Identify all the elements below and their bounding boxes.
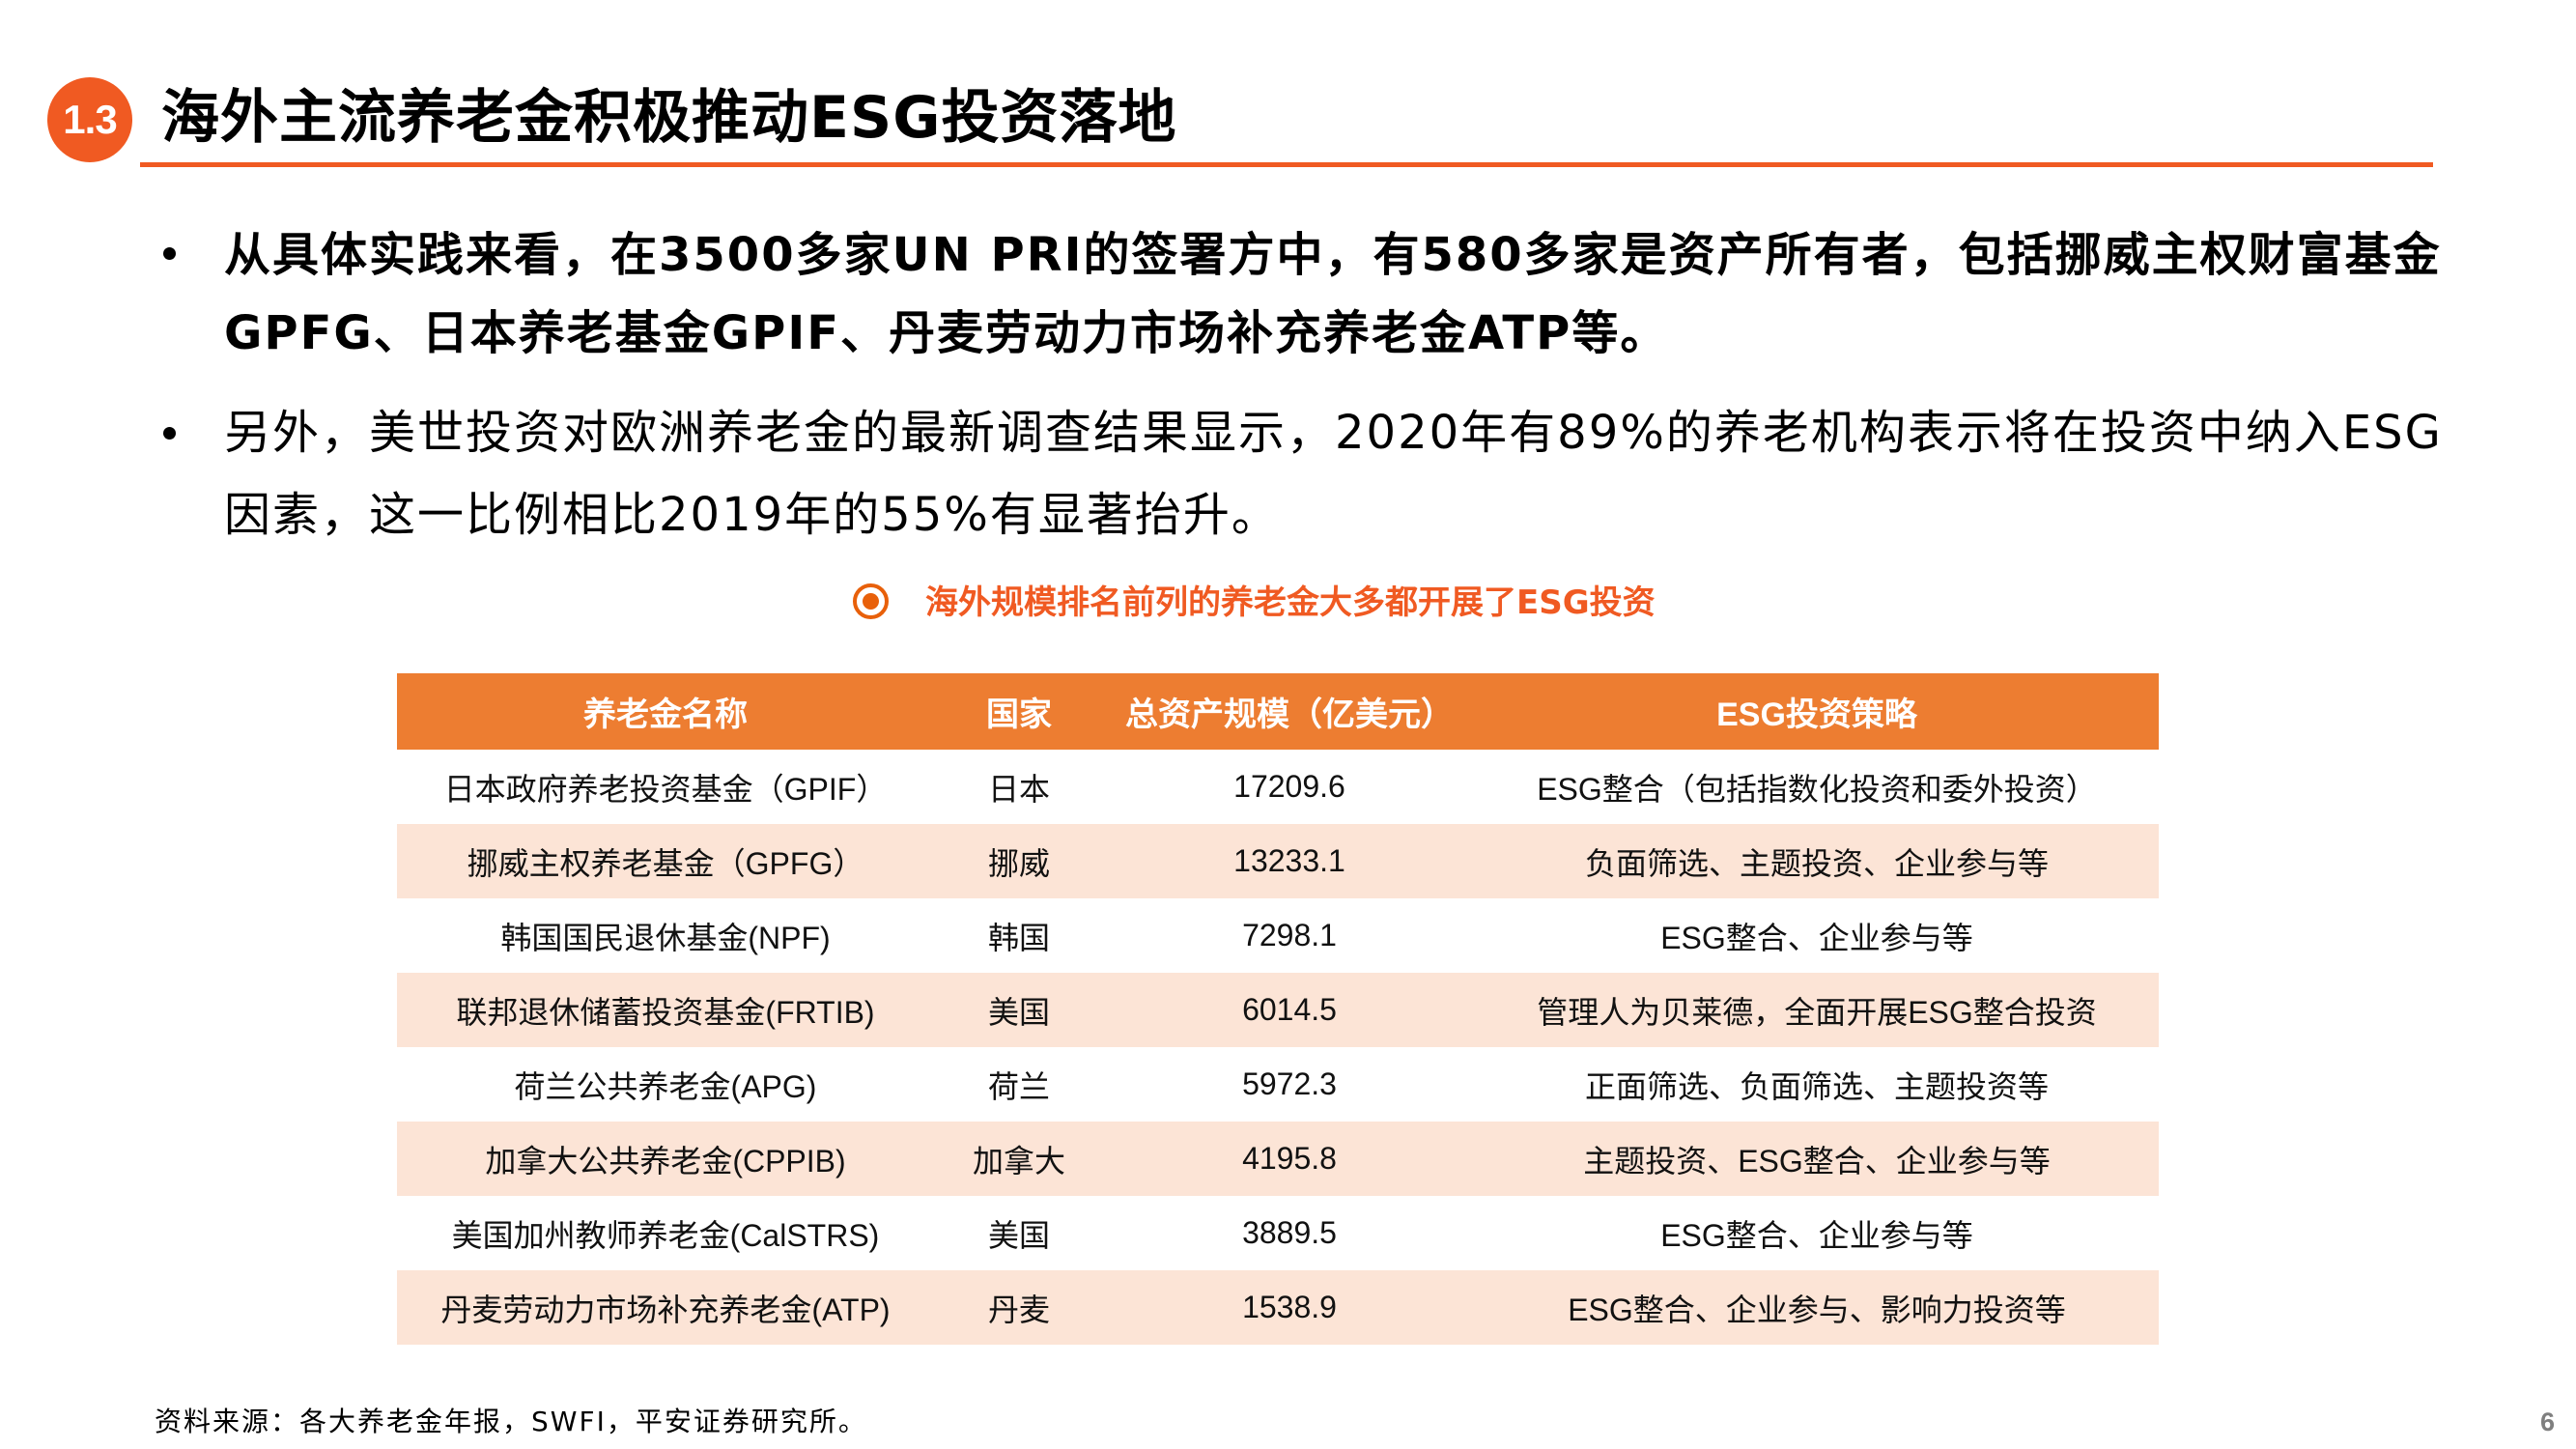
table-row: 美国加州教师养老金(CalSTRS) 美国 3889.5 ESG整合、企业参与等 [397, 1196, 2159, 1270]
table-row: 挪威主权养老基金（GPFG） 挪威 13233.1 负面筛选、主题投资、企业参与… [397, 824, 2159, 898]
country-cell: 荷兰 [934, 1047, 1104, 1122]
bullet-1-line-1: 从具体实践来看，在3500多家UN PRI的签署方中，有580多家是资产所有者，… [224, 228, 2442, 282]
country-cell: 韩国 [934, 898, 1104, 973]
title-underline [140, 162, 2433, 167]
fund-name-cell: 加拿大公共养老金(CPPIB) [397, 1122, 934, 1196]
total-assets-cell: 4195.8 [1104, 1122, 1475, 1196]
total-assets-cell: 5972.3 [1104, 1047, 1475, 1122]
esg-strategy-cell: 负面筛选、主题投资、企业参与等 [1475, 824, 2159, 898]
column-header-country: 国家 [934, 673, 1104, 750]
table-row: 联邦退休储蓄投资基金(FRTIB) 美国 6014.5 管理人为贝莱德，全面开展… [397, 973, 2159, 1047]
fund-name-cell: 挪威主权养老基金（GPFG） [397, 824, 934, 898]
bullet-dot-icon [163, 247, 176, 260]
bullet-2-line-1: 另外，美世投资对欧洲养老金的最新调查结果显示，2020年有89%的养老机构表示将… [224, 406, 2443, 460]
fund-name-cell: 美国加州教师养老金(CalSTRS) [397, 1196, 934, 1270]
target-icon-center [863, 593, 879, 610]
bullet-1-line-2: GPFG、日本养老基金GPIF、丹麦劳动力市场补充养老金ATP等。 [224, 306, 1669, 360]
table-row: 加拿大公共养老金(CPPIB) 加拿大 4195.8 主题投资、ESG整合、企业… [397, 1122, 2159, 1196]
section-number-badge: 1.3 [47, 77, 132, 162]
column-header-fund-name: 养老金名称 [397, 673, 934, 750]
column-header-esg-strategy: ESG投资策略 [1475, 673, 2159, 750]
total-assets-cell: 13233.1 [1104, 824, 1475, 898]
country-cell: 挪威 [934, 824, 1104, 898]
fund-name-cell: 日本政府养老投资基金（GPIF） [397, 750, 934, 824]
fund-name-cell: 韩国国民退休基金(NPF) [397, 898, 934, 973]
esg-strategy-cell: ESG整合、企业参与等 [1475, 1196, 2159, 1270]
column-header-total-assets: 总资产规模（亿美元） [1104, 673, 1475, 750]
country-cell: 丹麦 [934, 1270, 1104, 1345]
country-cell: 美国 [934, 973, 1104, 1047]
total-assets-cell: 7298.1 [1104, 898, 1475, 973]
table-row: 日本政府养老投资基金（GPIF） 日本 17209.6 ESG整合（包括指数化投… [397, 750, 2159, 824]
esg-strategy-cell: 管理人为贝莱德，全面开展ESG整合投资 [1475, 973, 2159, 1047]
fund-name-cell: 联邦退休储蓄投资基金(FRTIB) [397, 973, 934, 1047]
page-title: 海外主流养老金积极推动ESG投资落地 [161, 84, 1177, 152]
pension-fund-table: 养老金名称 国家 总资产规模（亿美元） ESG投资策略 日本政府养老投资基金（G… [397, 673, 2159, 1345]
section-number: 1.3 [63, 97, 117, 142]
total-assets-cell: 1538.9 [1104, 1270, 1475, 1345]
table-header-row: 养老金名称 国家 总资产规模（亿美元） ESG投资策略 [397, 673, 2159, 750]
bullet-2-line-2: 因素，这一比例相比2019年的55%有显著抬升。 [224, 488, 1280, 542]
table-row: 韩国国民退休基金(NPF) 韩国 7298.1 ESG整合、企业参与等 [397, 898, 2159, 973]
page-number: 6 [2540, 1407, 2556, 1436]
country-cell: 美国 [934, 1196, 1104, 1270]
table-caption: 海外规模排名前列的养老金大多都开展了ESG投资 [925, 583, 1656, 622]
table-row: 丹麦劳动力市场补充养老金(ATP) 丹麦 1538.9 ESG整合、企业参与、影… [397, 1270, 2159, 1345]
esg-strategy-cell: ESG整合、企业参与等 [1475, 898, 2159, 973]
total-assets-cell: 17209.6 [1104, 750, 1475, 824]
esg-strategy-cell: ESG整合（包括指数化投资和委外投资） [1475, 750, 2159, 824]
esg-strategy-cell: ESG整合、企业参与、影响力投资等 [1475, 1270, 2159, 1345]
esg-strategy-cell: 正面筛选、负面筛选、主题投资等 [1475, 1047, 2159, 1122]
target-icon [853, 583, 889, 619]
fund-name-cell: 丹麦劳动力市场补充养老金(ATP) [397, 1270, 934, 1345]
country-cell: 加拿大 [934, 1122, 1104, 1196]
esg-strategy-cell: 主题投资、ESG整合、企业参与等 [1475, 1122, 2159, 1196]
total-assets-cell: 3889.5 [1104, 1196, 1475, 1270]
source-note: 资料来源：各大养老金年报，SWFI，平安证券研究所。 [155, 1406, 867, 1437]
bullet-dot-icon [163, 427, 176, 440]
table-row: 荷兰公共养老金(APG) 荷兰 5972.3 正面筛选、负面筛选、主题投资等 [397, 1047, 2159, 1122]
fund-name-cell: 荷兰公共养老金(APG) [397, 1047, 934, 1122]
country-cell: 日本 [934, 750, 1104, 824]
total-assets-cell: 6014.5 [1104, 973, 1475, 1047]
